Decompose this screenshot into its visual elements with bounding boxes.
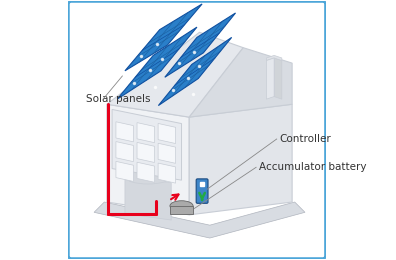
Text: Accumulator battery: Accumulator battery xyxy=(259,162,366,172)
Polygon shape xyxy=(117,27,197,99)
Polygon shape xyxy=(112,109,181,180)
Polygon shape xyxy=(189,104,292,215)
FancyBboxPatch shape xyxy=(170,206,193,214)
Polygon shape xyxy=(116,142,133,162)
Polygon shape xyxy=(107,32,243,117)
Ellipse shape xyxy=(124,168,172,184)
Polygon shape xyxy=(274,58,282,99)
Polygon shape xyxy=(116,122,133,142)
Polygon shape xyxy=(137,162,154,182)
Polygon shape xyxy=(107,104,189,215)
Polygon shape xyxy=(267,55,282,61)
Polygon shape xyxy=(267,58,274,99)
FancyBboxPatch shape xyxy=(196,179,208,203)
Polygon shape xyxy=(158,163,175,183)
Polygon shape xyxy=(137,142,154,162)
Polygon shape xyxy=(165,13,236,77)
Polygon shape xyxy=(94,202,305,238)
Polygon shape xyxy=(137,123,154,143)
Ellipse shape xyxy=(170,201,193,211)
Polygon shape xyxy=(125,4,202,71)
Polygon shape xyxy=(189,48,292,117)
Polygon shape xyxy=(125,176,171,220)
Polygon shape xyxy=(158,143,175,163)
Polygon shape xyxy=(158,124,175,144)
Text: Solar panels: Solar panels xyxy=(86,94,151,104)
Text: Controller: Controller xyxy=(279,134,331,144)
Polygon shape xyxy=(116,161,133,181)
Polygon shape xyxy=(158,37,232,106)
